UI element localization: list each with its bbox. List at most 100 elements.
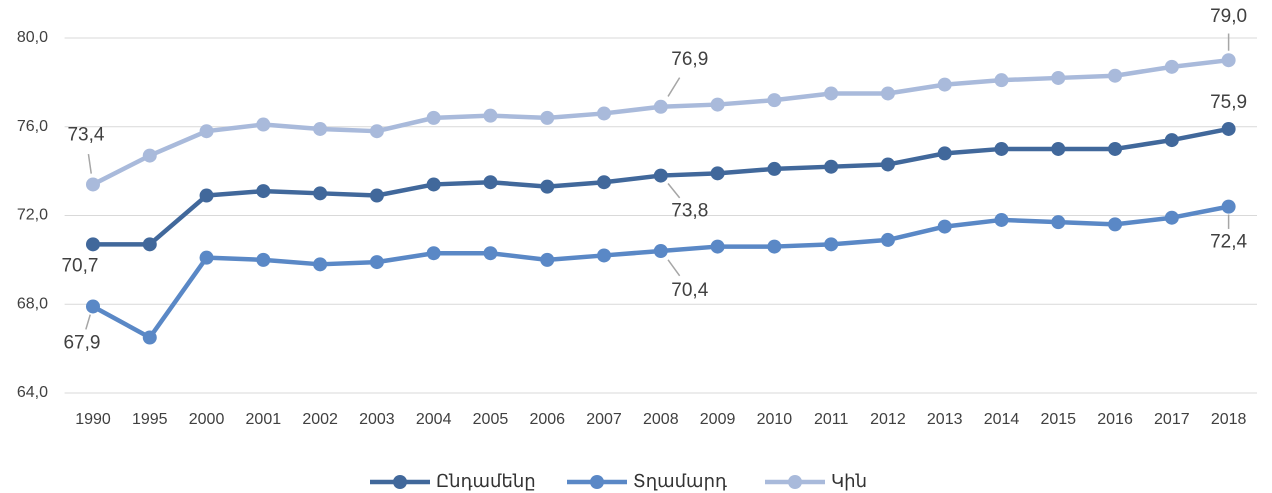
point (994, 212, 1009, 227)
point (1051, 70, 1066, 85)
data-label: 67,9 (63, 332, 100, 353)
legend-label: Ընդամենը (436, 471, 536, 491)
point (313, 257, 328, 272)
point (426, 177, 441, 192)
data-label: 73,4 (67, 124, 104, 145)
legend-label: Կին (831, 471, 867, 491)
x-tick-label: 2000 (189, 411, 225, 428)
y-tick-label: 76,0 (17, 118, 48, 135)
point (1108, 217, 1123, 232)
point (426, 110, 441, 125)
point (597, 175, 612, 190)
x-tick-label: 2012 (870, 411, 906, 428)
point (937, 77, 952, 92)
leader-line (667, 183, 681, 199)
leader-line (667, 77, 681, 97)
x-tick-label: 2016 (1097, 411, 1133, 428)
point (710, 97, 725, 112)
point (1221, 53, 1236, 68)
point (880, 86, 895, 101)
point (369, 188, 384, 203)
point (767, 239, 782, 254)
x-tick-label: 2014 (984, 411, 1020, 428)
x-tick-label: 2004 (416, 411, 452, 428)
point (880, 157, 895, 172)
point (653, 168, 668, 183)
point (1221, 121, 1236, 136)
data-label: 75,9 (1210, 92, 1247, 113)
point (483, 108, 498, 123)
point (1108, 141, 1123, 156)
data-label: 73,8 (671, 201, 708, 222)
x-tick-label: 2011 (814, 411, 849, 428)
x-tick-label: 2009 (700, 411, 736, 428)
point (540, 110, 555, 125)
point (85, 177, 100, 192)
point (653, 99, 668, 114)
x-tick-label: 2006 (529, 411, 565, 428)
point (710, 166, 725, 181)
x-tick-label: 2018 (1211, 411, 1247, 428)
point (1164, 59, 1179, 74)
point (85, 299, 100, 314)
point (540, 179, 555, 194)
point (313, 186, 328, 201)
point (994, 141, 1009, 156)
point (85, 237, 100, 252)
y-tick-label: 72,0 (17, 207, 48, 224)
point (824, 237, 839, 252)
y-tick-label: 68,0 (17, 295, 48, 312)
point (369, 124, 384, 139)
x-tick-label: 2003 (359, 411, 395, 428)
x-tick-label: 2017 (1154, 411, 1190, 428)
leader-line (85, 314, 91, 330)
point (199, 188, 214, 203)
point (483, 246, 498, 261)
point (142, 237, 157, 252)
legend-marker (393, 475, 407, 489)
point (199, 124, 214, 139)
point (824, 86, 839, 101)
point (483, 175, 498, 190)
point (1164, 133, 1179, 148)
x-tick-label: 2007 (586, 411, 622, 428)
y-tick-label: 80,0 (17, 29, 48, 46)
x-tick-label: 2002 (302, 411, 338, 428)
point (256, 252, 271, 267)
point (256, 117, 271, 132)
legend-label: Տղամարդ (633, 471, 727, 491)
x-tick-label: 2008 (643, 411, 679, 428)
point (937, 146, 952, 161)
point (1108, 68, 1123, 83)
x-tick-label: 2005 (473, 411, 509, 428)
point (767, 93, 782, 108)
point (767, 161, 782, 176)
point (1051, 141, 1066, 156)
y-tick-label: 64,0 (17, 384, 48, 401)
point (256, 184, 271, 199)
point (597, 248, 612, 263)
x-tick-label: 2001 (246, 411, 282, 428)
point (994, 73, 1009, 88)
x-tick-label: 2013 (927, 411, 963, 428)
point (880, 232, 895, 247)
point (937, 219, 952, 234)
data-label: 79,0 (1210, 6, 1247, 27)
point (426, 246, 441, 261)
x-tick-label: 2010 (757, 411, 793, 428)
point (199, 250, 214, 265)
data-label: 70,4 (671, 280, 708, 301)
x-tick-label: 1990 (75, 411, 111, 428)
point (1051, 215, 1066, 230)
point (824, 159, 839, 174)
point (313, 121, 328, 136)
point (142, 148, 157, 163)
x-tick-label: 1995 (132, 411, 168, 428)
point (653, 244, 668, 258)
legend-marker (590, 475, 604, 489)
point (1221, 199, 1236, 214)
point (142, 330, 157, 345)
leader-line (87, 153, 92, 174)
data-label: 70,7 (61, 255, 98, 276)
